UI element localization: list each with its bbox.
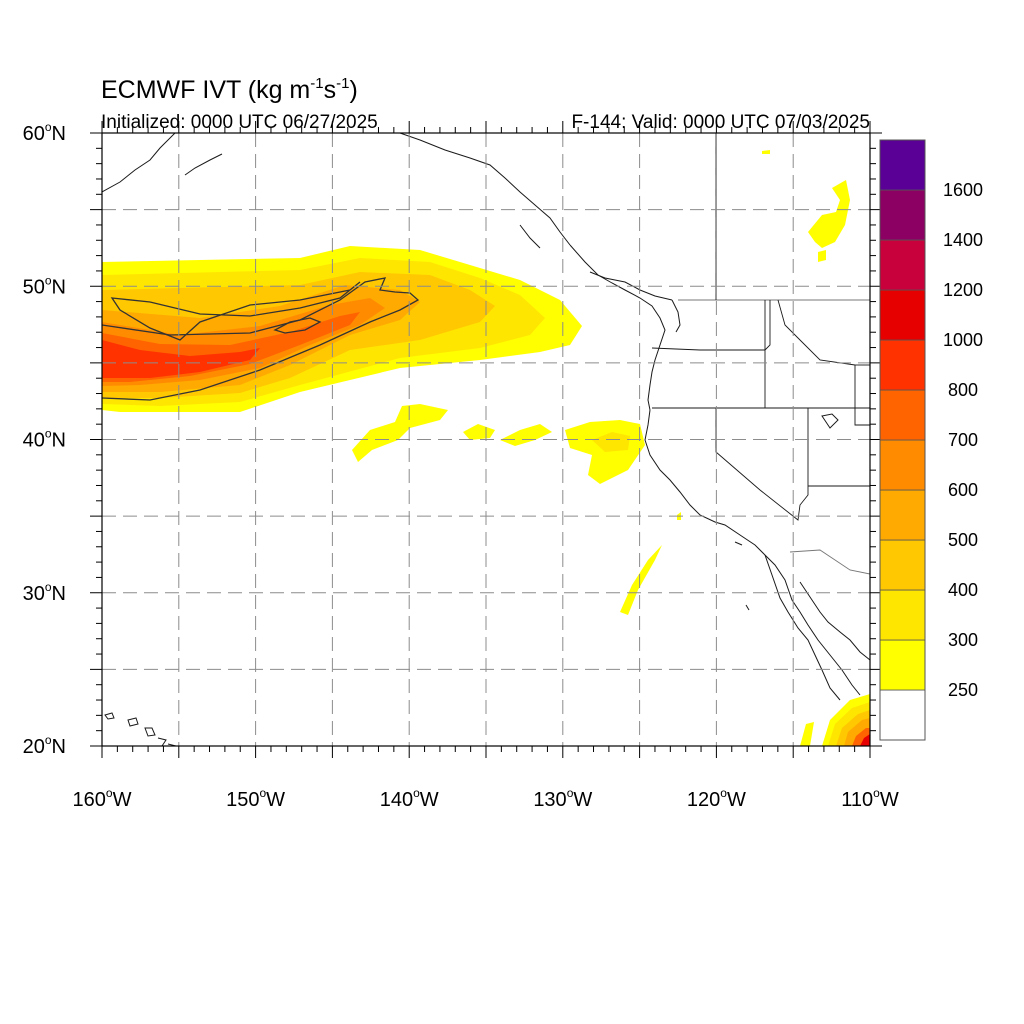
colorbar: 250 300 400 500 600 700 800 1000 1200 1400 1600 — [879, 139, 983, 741]
y-tick-label: 30oN — [23, 580, 66, 605]
x-tick-label: 120oW — [687, 786, 746, 811]
colorbar-label: 1000 — [943, 330, 983, 350]
colorbar-cell — [879, 389, 926, 441]
filament-2 — [463, 424, 495, 440]
colorbar-cell — [879, 539, 926, 591]
ivt-contour-loop — [110, 281, 361, 341]
figure-title: ECMWF IVT (kg m-1s-1) — [101, 75, 358, 104]
colorbar-label: 400 — [948, 580, 978, 600]
colorbar-label: 300 — [948, 630, 978, 650]
x-tick-label: 110oW — [841, 786, 899, 811]
colorbar-cell — [879, 239, 926, 291]
colorbar-cell — [879, 189, 926, 241]
colorbar-cell — [879, 139, 926, 191]
axis-ticks — [90, 121, 882, 758]
x-tick-label: 140oW — [380, 786, 439, 811]
x-tick-label: 130oW — [533, 786, 592, 811]
colorbar-label: 800 — [948, 380, 978, 400]
colorbar-label: 500 — [948, 530, 978, 550]
valid-time-label: F-144: Valid: 0000 UTC 07/03/2025 — [571, 112, 870, 133]
canada-patch-2 — [818, 250, 826, 262]
ivt-shading — [102, 150, 870, 746]
colorbar-cell — [879, 589, 926, 641]
initialized-label: Initialized: 0000 UTC 06/27/2025 — [101, 112, 378, 133]
map-outlines — [102, 133, 870, 746]
plot-area — [102, 133, 870, 746]
colorbar-cell — [879, 339, 926, 391]
y-tick-label: 50oN — [23, 273, 66, 298]
southern-streak — [620, 545, 662, 615]
x-tick-label: 160oW — [73, 786, 132, 811]
colorbar-label: 600 — [948, 480, 978, 500]
filament-3 — [500, 424, 552, 446]
colorbar-label: 1400 — [943, 230, 983, 250]
colorbar-cell — [879, 689, 926, 741]
y-axis-labels: 20oN 30oN 40oN 50oN 60oN — [23, 120, 66, 758]
colorbar-label: 1600 — [943, 180, 983, 200]
y-tick-label: 20oN — [23, 733, 66, 758]
ar-band-800 — [102, 340, 260, 378]
x-axis-labels: 160oW 150oW 140oW 130oW 120oW 110oW — [73, 786, 899, 811]
colorbar-cell — [879, 489, 926, 541]
colorbar-label: 1200 — [943, 280, 983, 300]
small-patch-2 — [762, 150, 770, 154]
filament-4b — [592, 432, 630, 452]
colorbar-frame — [879, 139, 926, 741]
canada-patch — [808, 180, 850, 248]
graticule — [102, 133, 870, 746]
colorbar-cell — [879, 289, 926, 341]
colorbar-label: 700 — [948, 430, 978, 450]
y-tick-label: 40oN — [23, 427, 66, 452]
x-tick-label: 150oW — [226, 786, 285, 811]
ivt-contour-inner — [273, 317, 322, 334]
filament-1 — [352, 404, 448, 462]
colorbar-cell — [879, 439, 926, 491]
plume-1000 — [860, 734, 870, 746]
colorbar-label: 250 — [948, 680, 978, 700]
plume-west — [800, 722, 814, 746]
colorbar-cell — [879, 639, 926, 691]
y-tick-label: 60oN — [23, 120, 66, 145]
